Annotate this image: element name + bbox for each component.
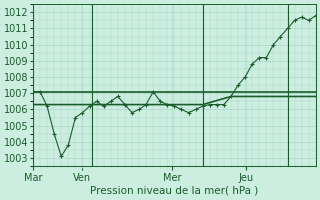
X-axis label: Pression niveau de la mer( hPa ): Pression niveau de la mer( hPa ) <box>90 186 259 196</box>
